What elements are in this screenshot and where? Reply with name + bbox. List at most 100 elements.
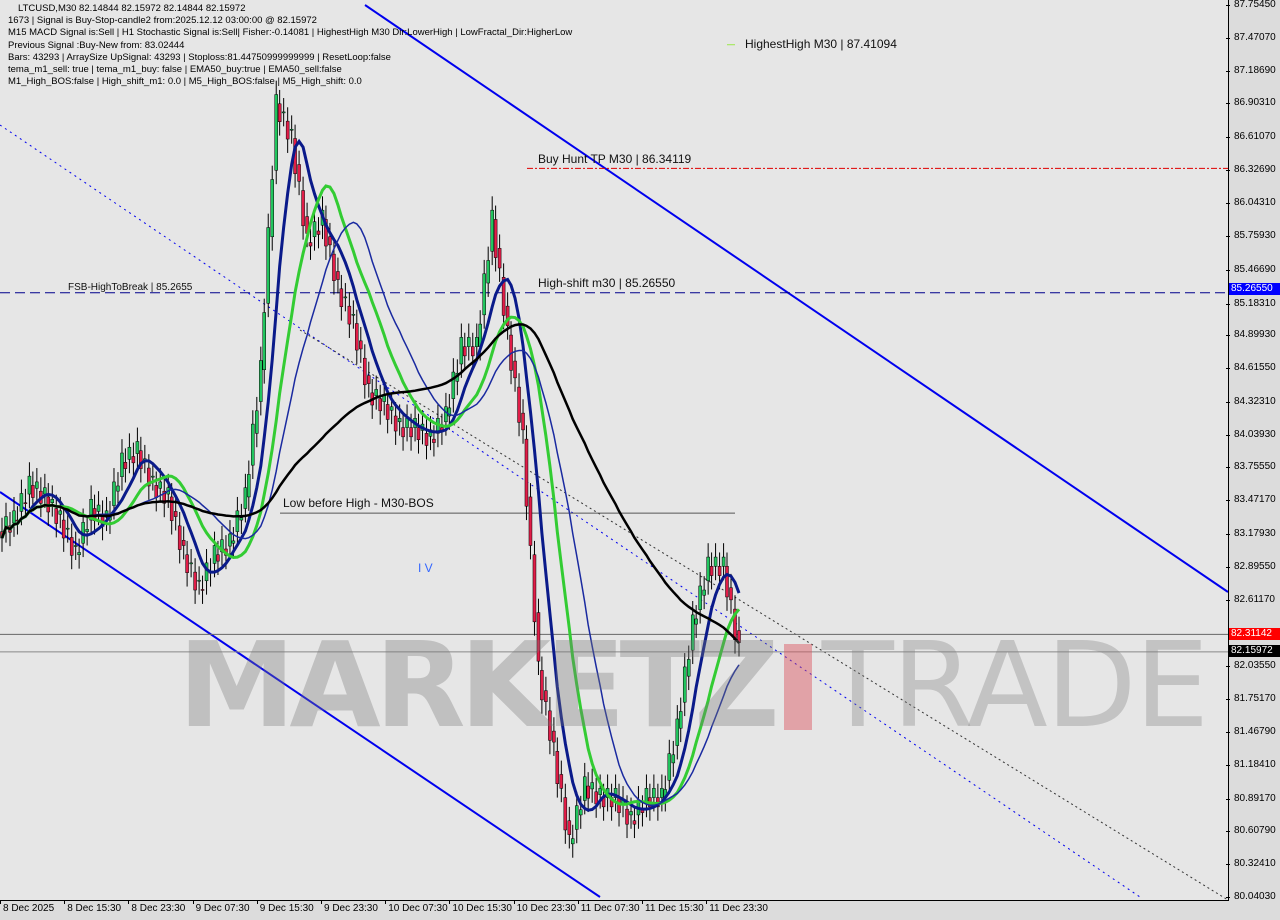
price-tick: 87.18690 bbox=[1226, 65, 1276, 77]
candle-body bbox=[127, 446, 132, 460]
candle-body bbox=[255, 410, 259, 434]
candle-body bbox=[374, 389, 378, 397]
candle-body bbox=[151, 475, 155, 478]
candle-body bbox=[270, 179, 274, 238]
candle-body bbox=[652, 788, 656, 798]
candle-body bbox=[385, 404, 390, 420]
level-label-fsb: FSB-HighToBreak | 85.2655 bbox=[68, 282, 193, 293]
candle-body bbox=[409, 427, 413, 438]
price-tick: 84.89930 bbox=[1226, 329, 1276, 341]
candle-body bbox=[200, 589, 205, 591]
candle-body bbox=[96, 504, 101, 512]
candle-body bbox=[336, 271, 340, 280]
time-axis[interactable]: 8 Dec 2025 8 Dec 15:30 8 Dec 23:30 9 Dec 07… bbox=[0, 900, 1228, 920]
price-tick: 83.17930 bbox=[1226, 528, 1276, 540]
price-tick: 86.61070 bbox=[1226, 131, 1276, 143]
candle-body bbox=[355, 323, 359, 351]
candle-body bbox=[532, 554, 537, 623]
candle-body bbox=[660, 788, 664, 798]
price-tick: 83.47170 bbox=[1226, 494, 1276, 506]
candle-body bbox=[31, 485, 35, 498]
candle-body bbox=[536, 612, 541, 662]
trendline-dotted-black bbox=[299, 329, 1228, 900]
candle-body bbox=[289, 128, 294, 131]
price-tick: 84.32310 bbox=[1226, 396, 1276, 408]
candle-body bbox=[297, 164, 301, 182]
ma-mid-line bbox=[0, 184, 741, 806]
candle-body bbox=[513, 360, 517, 379]
candle-body bbox=[181, 540, 186, 546]
candle-body bbox=[721, 556, 726, 567]
candle-body bbox=[259, 360, 263, 402]
price-axis[interactable]: 87.75450 87.47070 87.18690 86.90310 86.61070… bbox=[1226, 0, 1280, 902]
info-line: LTCUSD,M30 82.14844 82.15972 82.14844 82… bbox=[18, 3, 246, 14]
candle-body bbox=[397, 418, 402, 423]
candle-body bbox=[274, 94, 278, 171]
candle-body bbox=[347, 305, 352, 325]
candle-body bbox=[521, 412, 525, 431]
price-tick: 84.03930 bbox=[1226, 429, 1276, 441]
candle-body bbox=[671, 754, 676, 764]
candle-body bbox=[251, 423, 255, 466]
candle-body bbox=[332, 253, 336, 281]
candle-body bbox=[328, 236, 332, 246]
time-tick: 9 Dec 23:30 bbox=[321, 900, 378, 914]
candle-body bbox=[116, 485, 120, 492]
candle-body bbox=[281, 111, 286, 114]
candle-body bbox=[139, 450, 143, 469]
info-line: 1673 | Signal is Buy-Stop-candle2 from:2… bbox=[8, 15, 317, 27]
candle-body bbox=[552, 730, 556, 743]
chart-plot-area[interactable]: MARKETZ TRADE LTCUSD,M30 82.14844 82.1597… bbox=[0, 0, 1229, 901]
candle-body bbox=[690, 614, 695, 651]
candle-body bbox=[447, 407, 452, 417]
candle-body bbox=[632, 820, 637, 825]
candle-body bbox=[475, 337, 479, 347]
info-line: Bars: 43293 | ArraySize UpSignal: 43293 … bbox=[8, 51, 391, 63]
candle-body bbox=[193, 571, 197, 591]
candle-body bbox=[725, 566, 729, 598]
level-label-high-shift: High-shift m30 | 85.26550 bbox=[538, 276, 676, 290]
candle-body bbox=[432, 438, 436, 443]
candle-body bbox=[177, 525, 182, 550]
watermark-logo: MARKETZ TRADE bbox=[178, 616, 1209, 754]
candle-body bbox=[185, 554, 189, 573]
misc-label: I V bbox=[418, 561, 433, 575]
candle-body bbox=[598, 788, 602, 795]
time-tick: 10 Dec 23:30 bbox=[513, 900, 577, 914]
candle-body bbox=[555, 751, 560, 784]
price-tick: 84.61550 bbox=[1226, 362, 1276, 374]
candle-body bbox=[686, 659, 691, 677]
trendline-upper bbox=[364, 4, 1228, 593]
candle-body bbox=[717, 566, 722, 576]
candle-body bbox=[189, 562, 193, 565]
candle-body bbox=[239, 517, 244, 521]
candle-body bbox=[471, 346, 475, 357]
candle-body bbox=[173, 511, 178, 517]
price-tick: 81.18410 bbox=[1226, 759, 1276, 771]
time-tick: 11 Dec 23:30 bbox=[706, 900, 768, 914]
candle-body bbox=[501, 277, 506, 316]
candle-body bbox=[50, 499, 55, 503]
candle-body bbox=[247, 474, 251, 498]
price-chart bbox=[0, 4, 1228, 900]
candle-body bbox=[694, 618, 698, 625]
candle-body bbox=[197, 579, 201, 582]
candle-body bbox=[308, 242, 313, 247]
candle-body bbox=[713, 556, 718, 567]
candle-body bbox=[85, 529, 89, 532]
candle-body bbox=[154, 485, 159, 498]
candle-body bbox=[625, 808, 629, 825]
price-tick: 86.04310 bbox=[1226, 197, 1276, 209]
candle-body bbox=[23, 502, 28, 504]
candle-body bbox=[467, 337, 471, 347]
candle-body bbox=[363, 357, 367, 386]
candle-body bbox=[567, 820, 572, 835]
candle-body bbox=[451, 371, 456, 399]
candle-body bbox=[131, 456, 136, 464]
price-tick: 86.32690 bbox=[1226, 164, 1276, 176]
candle-body bbox=[277, 103, 282, 122]
price-tick: 83.75550 bbox=[1226, 461, 1276, 473]
price-badge-bid: 82.15972 bbox=[1229, 644, 1280, 657]
indicator-info-panel: LTCUSD,M30 82.14844 82.15972 82.14844 82… bbox=[8, 3, 572, 88]
candle-body bbox=[147, 467, 151, 487]
